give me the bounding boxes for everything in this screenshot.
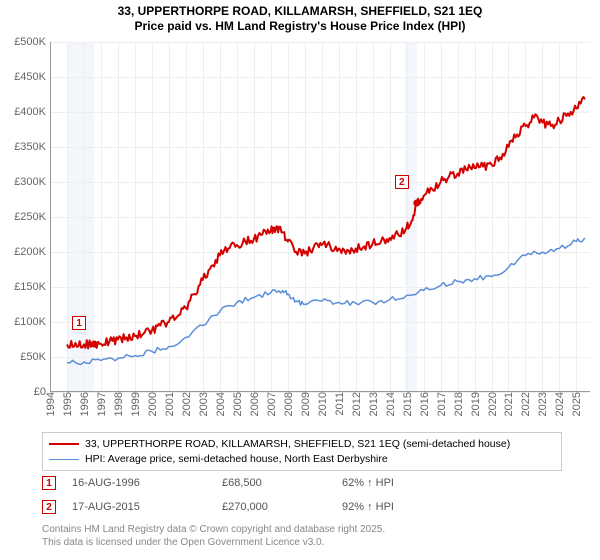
ytick-label: £300K bbox=[14, 176, 50, 188]
xtick-label: 2014 bbox=[383, 392, 397, 416]
xtick-label: 2002 bbox=[179, 392, 193, 416]
chart-plot-area: £0£50K£100K£150K£200K£250K£300K£350K£400… bbox=[50, 42, 590, 392]
footer-line-2: This data is licensed under the Open Gov… bbox=[42, 537, 385, 550]
ytick-label: £100K bbox=[14, 316, 50, 328]
series-svg bbox=[50, 42, 590, 392]
xtick-label: 2011 bbox=[332, 392, 346, 416]
sale-row: 1 16-AUG-1996£68,50062% ↑ HPI bbox=[42, 476, 394, 490]
sale-point bbox=[91, 341, 98, 348]
xtick-label: 1997 bbox=[94, 392, 108, 416]
xtick-label: 2003 bbox=[196, 392, 210, 416]
legend: 33, UPPERTHORPE ROAD, KILLAMARSH, SHEFFI… bbox=[42, 432, 562, 471]
xtick-label: 1995 bbox=[60, 392, 74, 416]
chart-title: 33, UPPERTHORPE ROAD, KILLAMARSH, SHEFFI… bbox=[0, 0, 600, 34]
xtick-label: 2012 bbox=[349, 392, 363, 416]
sale-pct: 92% ↑ HPI bbox=[342, 501, 394, 513]
xtick-label: 2010 bbox=[315, 392, 329, 416]
ytick-label: £50K bbox=[20, 351, 50, 363]
xtick-label: 1994 bbox=[43, 392, 57, 416]
footer-attribution: Contains HM Land Registry data © Crown c… bbox=[42, 524, 385, 549]
legend-swatch bbox=[49, 443, 79, 445]
footer-line-1: Contains HM Land Registry data © Crown c… bbox=[42, 524, 385, 537]
xtick-label: 2013 bbox=[366, 392, 380, 416]
sale-date: 16-AUG-1996 bbox=[72, 477, 222, 489]
sale-pct: 62% ↑ HPI bbox=[342, 477, 394, 489]
sale-marker-2: 2 bbox=[395, 175, 409, 189]
sale-row: 2 17-AUG-2015£270,00092% ↑ HPI bbox=[42, 500, 394, 514]
xtick-label: 2015 bbox=[400, 392, 414, 416]
sale-date: 17-AUG-2015 bbox=[72, 501, 222, 513]
xtick-label: 1999 bbox=[128, 392, 142, 416]
xtick-label: 2021 bbox=[501, 392, 515, 416]
ytick-label: £150K bbox=[14, 281, 50, 293]
xtick-label: 2016 bbox=[417, 392, 431, 416]
xtick-label: 2008 bbox=[281, 392, 295, 416]
price-line bbox=[67, 97, 585, 348]
ytick-label: £350K bbox=[14, 141, 50, 153]
xtick-label: 2005 bbox=[230, 392, 244, 416]
sale-row-marker: 1 bbox=[42, 476, 56, 490]
xtick-label: 2017 bbox=[434, 392, 448, 416]
ytick-label: £400K bbox=[14, 106, 50, 118]
xtick-label: 1998 bbox=[111, 392, 125, 416]
xtick-label: 2022 bbox=[518, 392, 532, 416]
legend-label: HPI: Average price, semi-detached house,… bbox=[85, 452, 388, 467]
ytick-label: £200K bbox=[14, 246, 50, 258]
xtick-label: 2001 bbox=[162, 392, 176, 416]
hpi-line bbox=[67, 238, 585, 365]
sale-point bbox=[413, 200, 420, 207]
legend-item: 33, UPPERTHORPE ROAD, KILLAMARSH, SHEFFI… bbox=[49, 437, 555, 452]
xtick-label: 2025 bbox=[569, 392, 583, 416]
sale-price: £68,500 bbox=[222, 477, 342, 489]
xtick-label: 2004 bbox=[213, 392, 227, 416]
xtick-label: 1996 bbox=[77, 392, 91, 416]
ytick-label: £250K bbox=[14, 211, 50, 223]
xtick-label: 2018 bbox=[451, 392, 465, 416]
xtick-label: 2000 bbox=[145, 392, 159, 416]
xtick-label: 2024 bbox=[552, 392, 566, 416]
legend-item: HPI: Average price, semi-detached house,… bbox=[49, 452, 555, 467]
sale-row-marker: 2 bbox=[42, 500, 56, 514]
xtick-label: 2006 bbox=[247, 392, 261, 416]
ytick-label: £500K bbox=[14, 36, 50, 48]
xtick-label: 2020 bbox=[485, 392, 499, 416]
sale-marker-1: 1 bbox=[72, 316, 86, 330]
xtick-label: 2023 bbox=[535, 392, 549, 416]
ytick-label: £450K bbox=[14, 71, 50, 83]
title-line-2: Price paid vs. HM Land Registry's House … bbox=[0, 19, 600, 34]
xtick-label: 2007 bbox=[264, 392, 278, 416]
sale-price: £270,000 bbox=[222, 501, 342, 513]
title-line-1: 33, UPPERTHORPE ROAD, KILLAMARSH, SHEFFI… bbox=[0, 4, 600, 19]
xtick-label: 2009 bbox=[298, 392, 312, 416]
xtick-label: 2019 bbox=[468, 392, 482, 416]
legend-swatch bbox=[49, 459, 79, 460]
legend-label: 33, UPPERTHORPE ROAD, KILLAMARSH, SHEFFI… bbox=[85, 437, 510, 452]
